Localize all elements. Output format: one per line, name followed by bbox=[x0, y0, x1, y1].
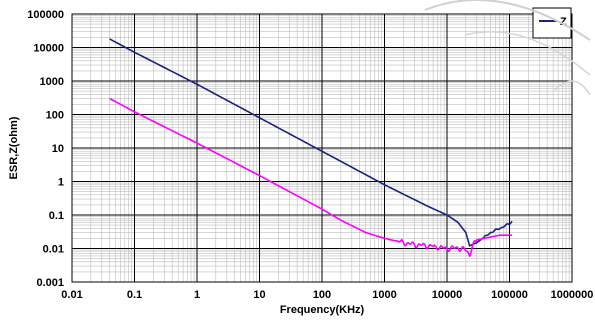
x-tick-label: 10000 bbox=[432, 289, 463, 301]
x-tick-label: 100000 bbox=[491, 289, 528, 301]
series-line-z bbox=[109, 38, 513, 247]
y-tick-labels: 0.001 0.01 0.1 1 10 100 1000 10000 100000 bbox=[27, 9, 64, 289]
x-tick-label: 1000000 bbox=[551, 289, 594, 301]
y-tick-label: 1 bbox=[58, 177, 64, 189]
x-tick-label: 0.01 bbox=[61, 289, 82, 301]
x-tick-label: 1000 bbox=[372, 289, 396, 301]
legend: Z bbox=[532, 7, 572, 39]
x-tick-label: 1 bbox=[194, 289, 200, 301]
x-tick-labels: 0.01 0.1 1 10 100 1000 10000 100000 1000000 bbox=[61, 289, 593, 301]
y-tick-label: 100000 bbox=[27, 9, 64, 21]
y-tick-label: 0.01 bbox=[43, 244, 64, 256]
y-tick-label: 100 bbox=[46, 110, 64, 122]
x-tick-label: 100 bbox=[313, 289, 331, 301]
y-tick-label: 1000 bbox=[40, 76, 64, 88]
legend-label-z: Z bbox=[560, 16, 567, 28]
y-tick-label: 0.1 bbox=[49, 210, 64, 222]
y-axis-title: ESR,Z(ohm) bbox=[8, 116, 20, 179]
plot-frame bbox=[71, 13, 573, 283]
series-line-esr bbox=[109, 97, 513, 258]
x-axis-title: Frequency(KHz) bbox=[280, 304, 365, 316]
x-tick-label: 10 bbox=[253, 289, 265, 301]
x-tick-label: 0.1 bbox=[127, 289, 142, 301]
y-tick-label: 10000 bbox=[33, 43, 64, 55]
y-tick-label: 10 bbox=[52, 143, 64, 155]
series-layer bbox=[109, 38, 513, 258]
y-tick-label: 0.001 bbox=[36, 277, 64, 289]
